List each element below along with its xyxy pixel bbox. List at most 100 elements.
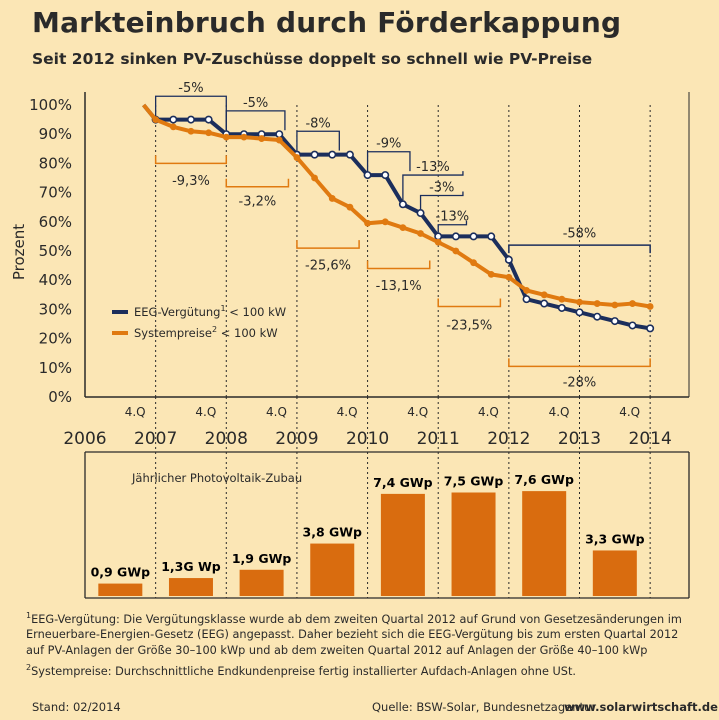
data-point-systempreise	[593, 300, 601, 307]
data-point-systempreise	[240, 133, 248, 141]
bar-value-label: 0,9 GWp	[91, 565, 151, 580]
page-title: Markteinbruch durch Förderkappung	[32, 6, 622, 39]
annotation-eeg: -3%	[419, 181, 464, 210]
annotation-label: -8%	[305, 116, 330, 131]
quarter-label: 4.Q	[478, 405, 499, 419]
quarter-label: 4.Q	[195, 405, 216, 419]
bracket-systempreise: -3,2%	[225, 178, 290, 209]
annotation-eeg: -5%	[225, 96, 286, 131]
bracket-systempreise: -9,3%	[154, 155, 228, 189]
bracket-systempreise: -28%	[508, 358, 651, 390]
data-point-systempreise	[205, 129, 213, 137]
data-point-systempreise	[222, 133, 230, 141]
y-tick-label: 80%	[39, 154, 72, 172]
quarter-label: 4.Q	[549, 405, 570, 419]
footnote-2: 2Systempreise: Durchschnittliche Endkund…	[26, 660, 706, 679]
data-point-eeg	[557, 303, 566, 312]
data-point-systempreise	[152, 116, 160, 123]
data-point-eeg	[469, 232, 478, 241]
data-point-systempreise	[364, 219, 371, 227]
data-point-systempreise	[540, 291, 548, 299]
data-point-systempreise	[169, 123, 177, 131]
quarter-label: 4.Q	[266, 405, 287, 419]
data-point-systempreise	[381, 218, 389, 226]
data-point-systempreise	[311, 174, 318, 182]
data-point-systempreise	[187, 127, 195, 135]
data-point-systempreise	[523, 287, 530, 294]
data-point-systempreise	[434, 238, 442, 246]
bar-value-label: 1,9 GWp	[232, 551, 292, 566]
annotation-bracket	[402, 171, 464, 201]
bracket-line	[366, 260, 431, 270]
bracket-label: -28%	[563, 375, 597, 390]
data-point-systempreise	[399, 224, 407, 232]
data-point-eeg	[540, 299, 549, 308]
bracket-label: -3,2%	[239, 194, 277, 209]
year-label: 2013	[558, 429, 601, 449]
data-point-eeg	[381, 171, 390, 180]
annotation-label: -13%	[436, 210, 470, 225]
footnote-2-line-1: Systempreise: Durchschnittliche Endkunde…	[31, 665, 576, 679]
bar-2011	[451, 492, 496, 596]
bar-value-label: 7,6 GWp	[514, 472, 574, 487]
footnotes: 1EEG-Vergütung: Die Vergütungsklasse wur…	[26, 608, 706, 682]
annotation-bracket	[296, 130, 340, 151]
y-tick-label: 40%	[39, 271, 72, 289]
data-point-eeg	[169, 115, 178, 124]
data-point-systempreise	[417, 230, 424, 237]
bar-2009	[310, 543, 355, 596]
annotation-label: -13%	[416, 160, 450, 175]
bar-2013	[592, 550, 637, 596]
year-label: 2010	[346, 429, 389, 449]
footnote-2-sup: 2	[26, 663, 32, 673]
annotation-eeg: -8%	[296, 116, 340, 151]
bracket-label: -25,6%	[305, 259, 351, 274]
bracket-line	[508, 244, 651, 254]
annotation-eeg: -13%	[402, 160, 464, 201]
y-axis-label: Prozent	[10, 224, 28, 280]
y-tick-label: 20%	[39, 330, 72, 348]
data-point-eeg	[593, 312, 602, 321]
footnote-1-line-1: EEG-Vergütung: Die Vergütungsklasse wurd…	[31, 612, 682, 626]
bar-value-label: 3,3 GWp	[585, 531, 645, 546]
footnote-1-line-2: Erneuerbare-Energien-Gesetz (EEG) angepa…	[26, 628, 679, 642]
annotation-label: -5%	[243, 96, 268, 111]
data-point-eeg	[328, 150, 337, 159]
bar-chart-title: Jährlicher Photovoltaik-Zubau	[131, 471, 302, 485]
year-label: 2007	[134, 429, 177, 449]
footnote-1: 1EEG-Vergütung: Die Vergütungsklasse wur…	[26, 608, 706, 658]
bracket-label: -9,3%	[172, 174, 210, 189]
data-point-eeg	[504, 255, 513, 264]
bar-value-label: 3,8 GWp	[303, 525, 363, 540]
data-point-eeg	[451, 232, 460, 241]
data-point-systempreise	[576, 298, 583, 306]
y-tick-label: 30%	[39, 300, 72, 318]
legend-entry: Systempreise2 < 100 kW	[134, 325, 278, 340]
line-chart-layer: 0% 10% 20% 30% 40% 50% 60% 70% 80% 90% 100% Prozent…	[10, 81, 690, 450]
data-point-eeg	[610, 317, 619, 326]
legend-entry: EEG-Vergütung1 < 100 kW	[134, 304, 286, 319]
bracket-line	[296, 240, 360, 249]
y-tick-label: 60%	[39, 213, 72, 231]
year-label: 2008	[205, 429, 248, 449]
bracket-line	[154, 155, 228, 165]
bar-value-label: 7,5 GWp	[444, 474, 504, 489]
data-point-systempreise	[346, 203, 354, 211]
bracket-label: -58%	[563, 226, 597, 241]
bracket-line	[437, 298, 502, 308]
data-point-eeg	[487, 232, 496, 241]
data-point-eeg	[345, 150, 354, 159]
data-point-systempreise	[275, 136, 283, 144]
bar-2008	[239, 569, 284, 596]
annotation-bracket	[437, 220, 468, 233]
bar-chart-layer: Jährlicher Photovoltaik-Zubau 0,9 GWp 1,3G…	[84, 451, 690, 599]
data-point-eeg	[416, 209, 425, 218]
data-point-eeg	[522, 295, 531, 304]
footer-source: Quelle: BSW-Solar, Bundesnetzagentur	[372, 700, 597, 714]
footnote-1-line-3: auf PV-Anlagen der Größe 30–100 kWp und …	[26, 643, 648, 657]
series-line-systempreise	[142, 103, 651, 309]
data-point-eeg	[646, 324, 655, 333]
annotation-label: -5%	[178, 81, 203, 96]
quarter-label: 4.Q	[619, 405, 640, 419]
footer-url: www.solarwirtschaft.de	[564, 700, 718, 714]
